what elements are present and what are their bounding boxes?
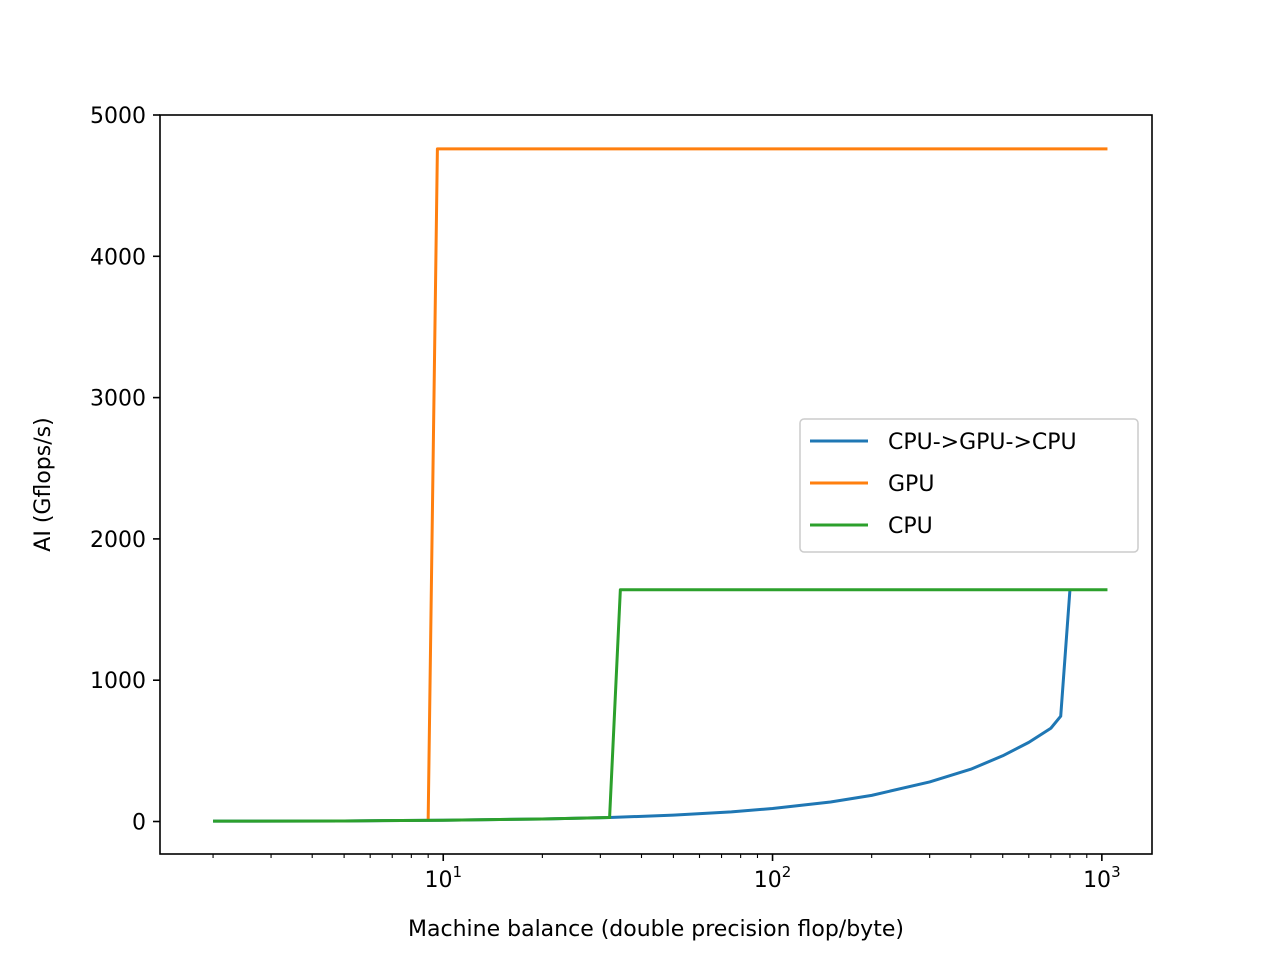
legend-label-1: GPU [888,472,934,497]
y-tick-label-0: 0 [132,811,146,836]
x-tick-label-1: 102 [754,863,792,893]
legend-label-0: CPU->GPU->CPU [888,430,1077,455]
y-axis-label: AI (Gflops/s) [31,417,56,551]
series-line-0 [213,589,1072,823]
series-line-2 [213,588,1108,823]
legend-box [799,418,1139,553]
series-line-1 [426,147,1108,820]
x-axis-label: Machine balance (double precision flop/b… [408,917,904,942]
legend: CPU->GPU->CPU GPU CPU [799,418,1139,553]
y-tick-label-4: 4000 [90,245,146,270]
x-axis: 101 102 103 [212,854,1121,893]
x-tick-label-2: 103 [1083,863,1121,893]
y-tick-label-5: 5000 [90,104,146,129]
y-axis: 0 1000 2000 3000 4000 5000 [90,104,160,836]
plot-lines [213,147,1108,823]
y-tick-label-2: 2000 [90,528,146,553]
plot-frame [159,114,1153,855]
y-tick-label-3: 3000 [90,387,146,412]
y-tick-label-1: 1000 [90,669,146,694]
legend-label-2: CPU [888,514,933,539]
x-tick-label-0: 101 [424,863,462,893]
